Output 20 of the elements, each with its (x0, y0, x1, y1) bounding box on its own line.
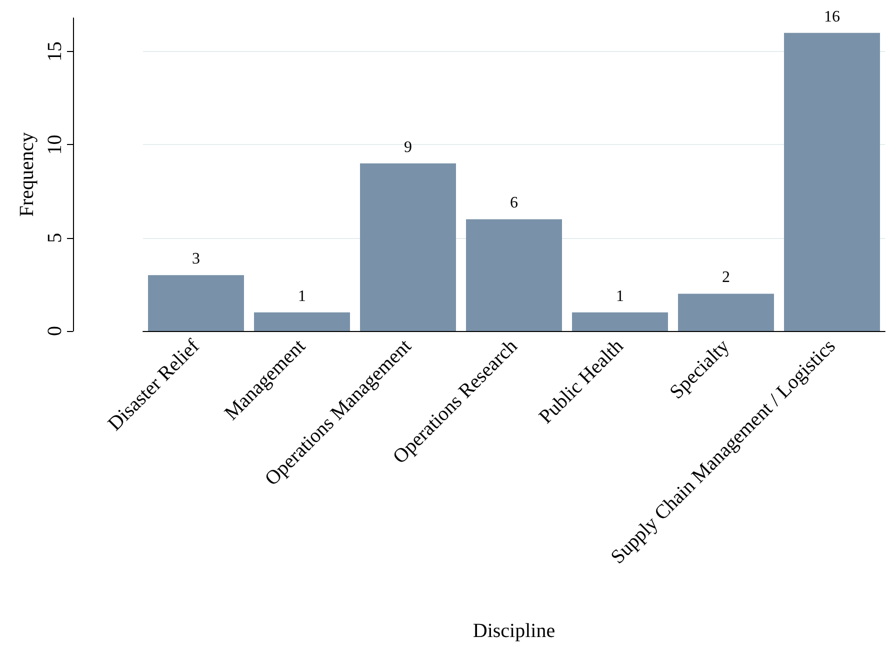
data-label: 1 (298, 288, 306, 305)
bar (360, 163, 456, 331)
bar (678, 294, 774, 331)
bar (254, 312, 350, 331)
data-label: 3 (192, 250, 200, 268)
y-tick-label: 15 (44, 42, 66, 62)
x-axis-title: Discipline (472, 620, 556, 642)
y-tick-label: 5 (44, 232, 66, 243)
y-tick-label: 0 (44, 326, 66, 336)
y-tick-label: 10 (44, 134, 66, 155)
data-label: 6 (510, 194, 518, 212)
data-label: 2 (722, 269, 730, 286)
y-axis-title: Frequency (16, 132, 38, 217)
bar (784, 32, 880, 331)
data-label: 1 (616, 288, 624, 305)
bar (572, 312, 668, 331)
data-label: 16 (824, 8, 840, 26)
bar (148, 275, 244, 331)
bar (466, 219, 562, 331)
data-label: 9 (404, 138, 412, 156)
